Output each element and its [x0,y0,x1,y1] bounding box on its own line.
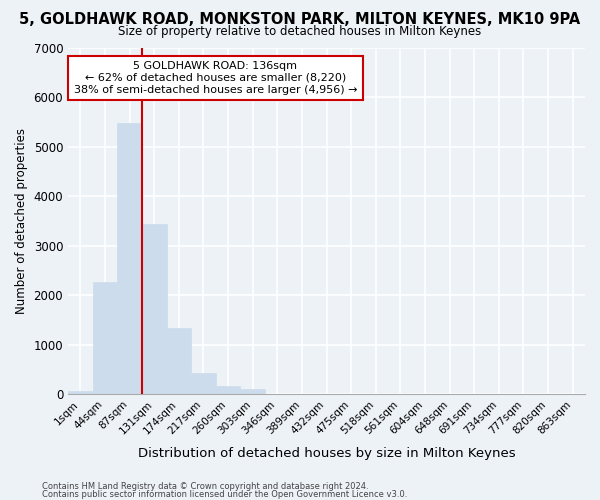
Bar [241,390,265,394]
Text: 5, GOLDHAWK ROAD, MONKSTON PARK, MILTON KEYNES, MK10 9PA: 5, GOLDHAWK ROAD, MONKSTON PARK, MILTON … [19,12,581,28]
Bar [191,373,216,394]
Text: Contains HM Land Registry data © Crown copyright and database right 2024.: Contains HM Land Registry data © Crown c… [42,482,368,491]
Text: Contains public sector information licensed under the Open Government Licence v3: Contains public sector information licen… [42,490,407,499]
Bar [142,224,167,394]
Bar [92,282,117,394]
Bar [117,124,142,394]
Text: 5 GOLDHAWK ROAD: 136sqm
← 62% of detached houses are smaller (8,220)
38% of semi: 5 GOLDHAWK ROAD: 136sqm ← 62% of detache… [74,62,357,94]
Bar [68,390,92,394]
Bar [216,386,241,394]
Bar [167,328,191,394]
Text: Size of property relative to detached houses in Milton Keynes: Size of property relative to detached ho… [118,25,482,38]
X-axis label: Distribution of detached houses by size in Milton Keynes: Distribution of detached houses by size … [138,447,515,460]
Y-axis label: Number of detached properties: Number of detached properties [15,128,28,314]
